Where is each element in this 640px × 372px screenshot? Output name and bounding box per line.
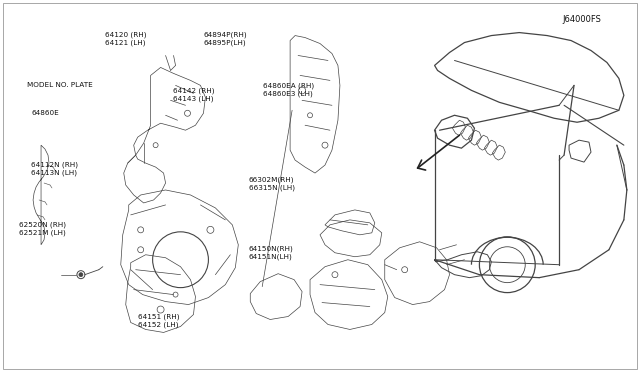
Text: 64151 (RH)
64152 (LH): 64151 (RH) 64152 (LH) [138, 314, 180, 328]
Text: 64860EA (RH)
64860E3 (LH): 64860EA (RH) 64860E3 (LH) [262, 82, 314, 97]
Text: 64120 (RH)
64121 (LH): 64120 (RH) 64121 (LH) [105, 31, 147, 46]
Text: MODEL NO. PLATE: MODEL NO. PLATE [27, 82, 92, 88]
Text: 62520N (RH)
62521M (LH): 62520N (RH) 62521M (LH) [19, 221, 66, 236]
Text: 64860E: 64860E [31, 110, 59, 116]
Text: 64894P(RH)
64895P(LH): 64894P(RH) 64895P(LH) [204, 31, 248, 46]
Text: 64112N (RH)
64113N (LH): 64112N (RH) 64113N (LH) [31, 162, 78, 176]
Text: 64150N(RH)
64151N(LH): 64150N(RH) 64151N(LH) [248, 245, 293, 260]
Text: 66302M(RH)
66315N (LH): 66302M(RH) 66315N (LH) [248, 177, 294, 191]
Circle shape [79, 273, 83, 277]
Text: J64000FS: J64000FS [563, 15, 601, 24]
Text: 64142 (RH)
64143 (LH): 64142 (RH) 64143 (LH) [173, 88, 215, 102]
